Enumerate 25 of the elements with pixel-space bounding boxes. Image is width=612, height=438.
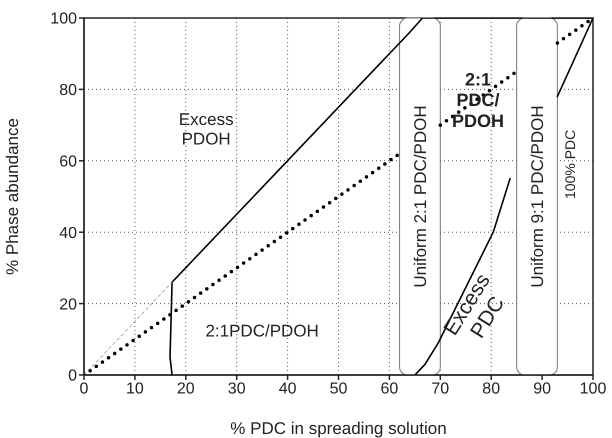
y-tick-label: 100 — [50, 10, 78, 28]
annotation: Excess PDOH — [178, 109, 234, 148]
y-tick-label: 20 — [59, 296, 78, 314]
y-tick-label: 40 — [59, 224, 78, 242]
band-label: Uniform 2:1 PDC/PDOH — [410, 105, 430, 288]
annotation: 2:1PDC/PDOH — [205, 320, 319, 340]
y-tick-label: 80 — [59, 82, 78, 100]
y-axis-title: % Phase abundance — [3, 118, 22, 275]
annotation: 2:1 PDC/ PDOH — [452, 69, 504, 131]
y-tick-label: 60 — [59, 153, 78, 170]
x-tick-label: 0 — [80, 380, 89, 398]
x-tick-label: 60 — [380, 380, 398, 398]
x-axis-title: % PDC in spreading solution — [230, 419, 447, 438]
annotation: 100% PDC — [562, 130, 578, 200]
x-tick-label: 80 — [482, 380, 500, 398]
x-tick-label: 70 — [431, 380, 450, 398]
x-tick-label: 20 — [176, 380, 195, 398]
x-tick-label: 40 — [278, 380, 297, 398]
x-tick-label: 10 — [126, 380, 144, 398]
x-tick-label: 100 — [580, 380, 606, 398]
x-tick-label: 30 — [228, 380, 246, 398]
x-tick-label: 50 — [330, 380, 348, 398]
x-tick-label: 90 — [533, 380, 552, 398]
band-label: Uniform 9:1 PDC/PDOH — [528, 105, 547, 288]
y-tick-label: 0 — [68, 368, 78, 385]
